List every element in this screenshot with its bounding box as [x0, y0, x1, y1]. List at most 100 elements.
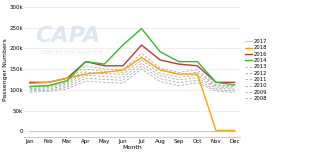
2009 [177, 82, 181, 84]
2016 [214, 81, 218, 83]
2013 [214, 84, 218, 86]
2017 [177, 130, 181, 132]
2009 [214, 89, 218, 91]
2013 [47, 85, 50, 87]
2016 [84, 61, 88, 63]
2009 [121, 79, 125, 81]
2012 [195, 71, 199, 73]
2012 [121, 71, 125, 73]
2009 [84, 77, 88, 79]
2018 [195, 73, 199, 75]
2014 [47, 85, 50, 87]
2017 [233, 130, 237, 132]
2013 [195, 69, 199, 71]
2017 [102, 130, 106, 132]
2008 [177, 85, 181, 87]
Line: 2013: 2013 [30, 53, 235, 86]
2011 [233, 87, 237, 89]
2018 [47, 81, 50, 83]
2016 [65, 77, 69, 79]
Legend: 2017, 2018, 2016, 2014, 2013, 2012, 2011, 2010, 2009, 2008: 2017, 2018, 2016, 2014, 2013, 2012, 2011… [245, 39, 267, 102]
2014 [102, 63, 106, 65]
2010 [47, 88, 50, 90]
2008 [65, 88, 69, 90]
2013 [84, 65, 88, 67]
2008 [233, 91, 237, 93]
2011 [102, 73, 106, 75]
2014 [28, 86, 32, 87]
2017 [158, 130, 162, 132]
2011 [177, 76, 181, 78]
2014 [84, 61, 88, 63]
2012 [47, 86, 50, 87]
2008 [121, 82, 125, 84]
2011 [195, 74, 199, 76]
2008 [140, 68, 144, 70]
2014 [195, 61, 199, 63]
2017 [195, 130, 199, 132]
2016 [140, 44, 144, 46]
2012 [140, 56, 144, 58]
2016 [158, 59, 162, 61]
2008 [84, 80, 88, 82]
2016 [195, 65, 199, 67]
2009 [233, 90, 237, 92]
2016 [177, 63, 181, 65]
2010 [233, 88, 237, 90]
2012 [65, 82, 69, 84]
2008 [214, 90, 218, 92]
2012 [177, 74, 181, 75]
2016 [233, 81, 237, 83]
2010 [121, 76, 125, 78]
2011 [121, 74, 125, 75]
2014 [214, 81, 218, 83]
Line: 2018: 2018 [30, 58, 235, 130]
Line: 2014: 2014 [30, 28, 235, 86]
2012 [233, 86, 237, 88]
2009 [158, 78, 162, 80]
2014 [158, 51, 162, 53]
2012 [214, 85, 218, 87]
2016 [102, 65, 106, 67]
2009 [140, 65, 144, 67]
2012 [102, 70, 106, 72]
2018 [84, 73, 88, 75]
2018 [177, 73, 181, 75]
2014 [121, 44, 125, 46]
2018 [65, 77, 69, 79]
2014 [233, 84, 237, 86]
2012 [158, 69, 162, 71]
2013 [102, 68, 106, 70]
Text: CENTRE FOR AVIATION: CENTRE FOR AVIATION [41, 50, 103, 55]
2013 [140, 52, 144, 54]
2010 [158, 75, 162, 77]
2010 [214, 87, 218, 89]
Text: CAPA: CAPA [35, 26, 100, 47]
2008 [195, 82, 199, 84]
Line: 2016: 2016 [30, 45, 235, 82]
2016 [121, 65, 125, 67]
2016 [47, 81, 50, 83]
2012 [28, 86, 32, 88]
2009 [102, 78, 106, 80]
2011 [65, 83, 69, 85]
2018 [214, 129, 218, 131]
2017 [121, 130, 125, 132]
2010 [102, 76, 106, 77]
2010 [84, 74, 88, 76]
Line: 2010: 2010 [30, 63, 235, 90]
2017 [84, 130, 88, 132]
2018 [233, 129, 237, 131]
2014 [65, 80, 69, 82]
2008 [28, 91, 32, 93]
2010 [177, 79, 181, 81]
2011 [214, 86, 218, 88]
2018 [121, 69, 125, 71]
Y-axis label: Passenger Numbers: Passenger Numbers [3, 39, 8, 101]
Line: 2012: 2012 [30, 57, 235, 87]
2018 [102, 71, 106, 73]
2009 [195, 79, 199, 81]
2013 [28, 86, 32, 87]
2017 [65, 130, 69, 132]
Line: 2008: 2008 [30, 69, 235, 92]
